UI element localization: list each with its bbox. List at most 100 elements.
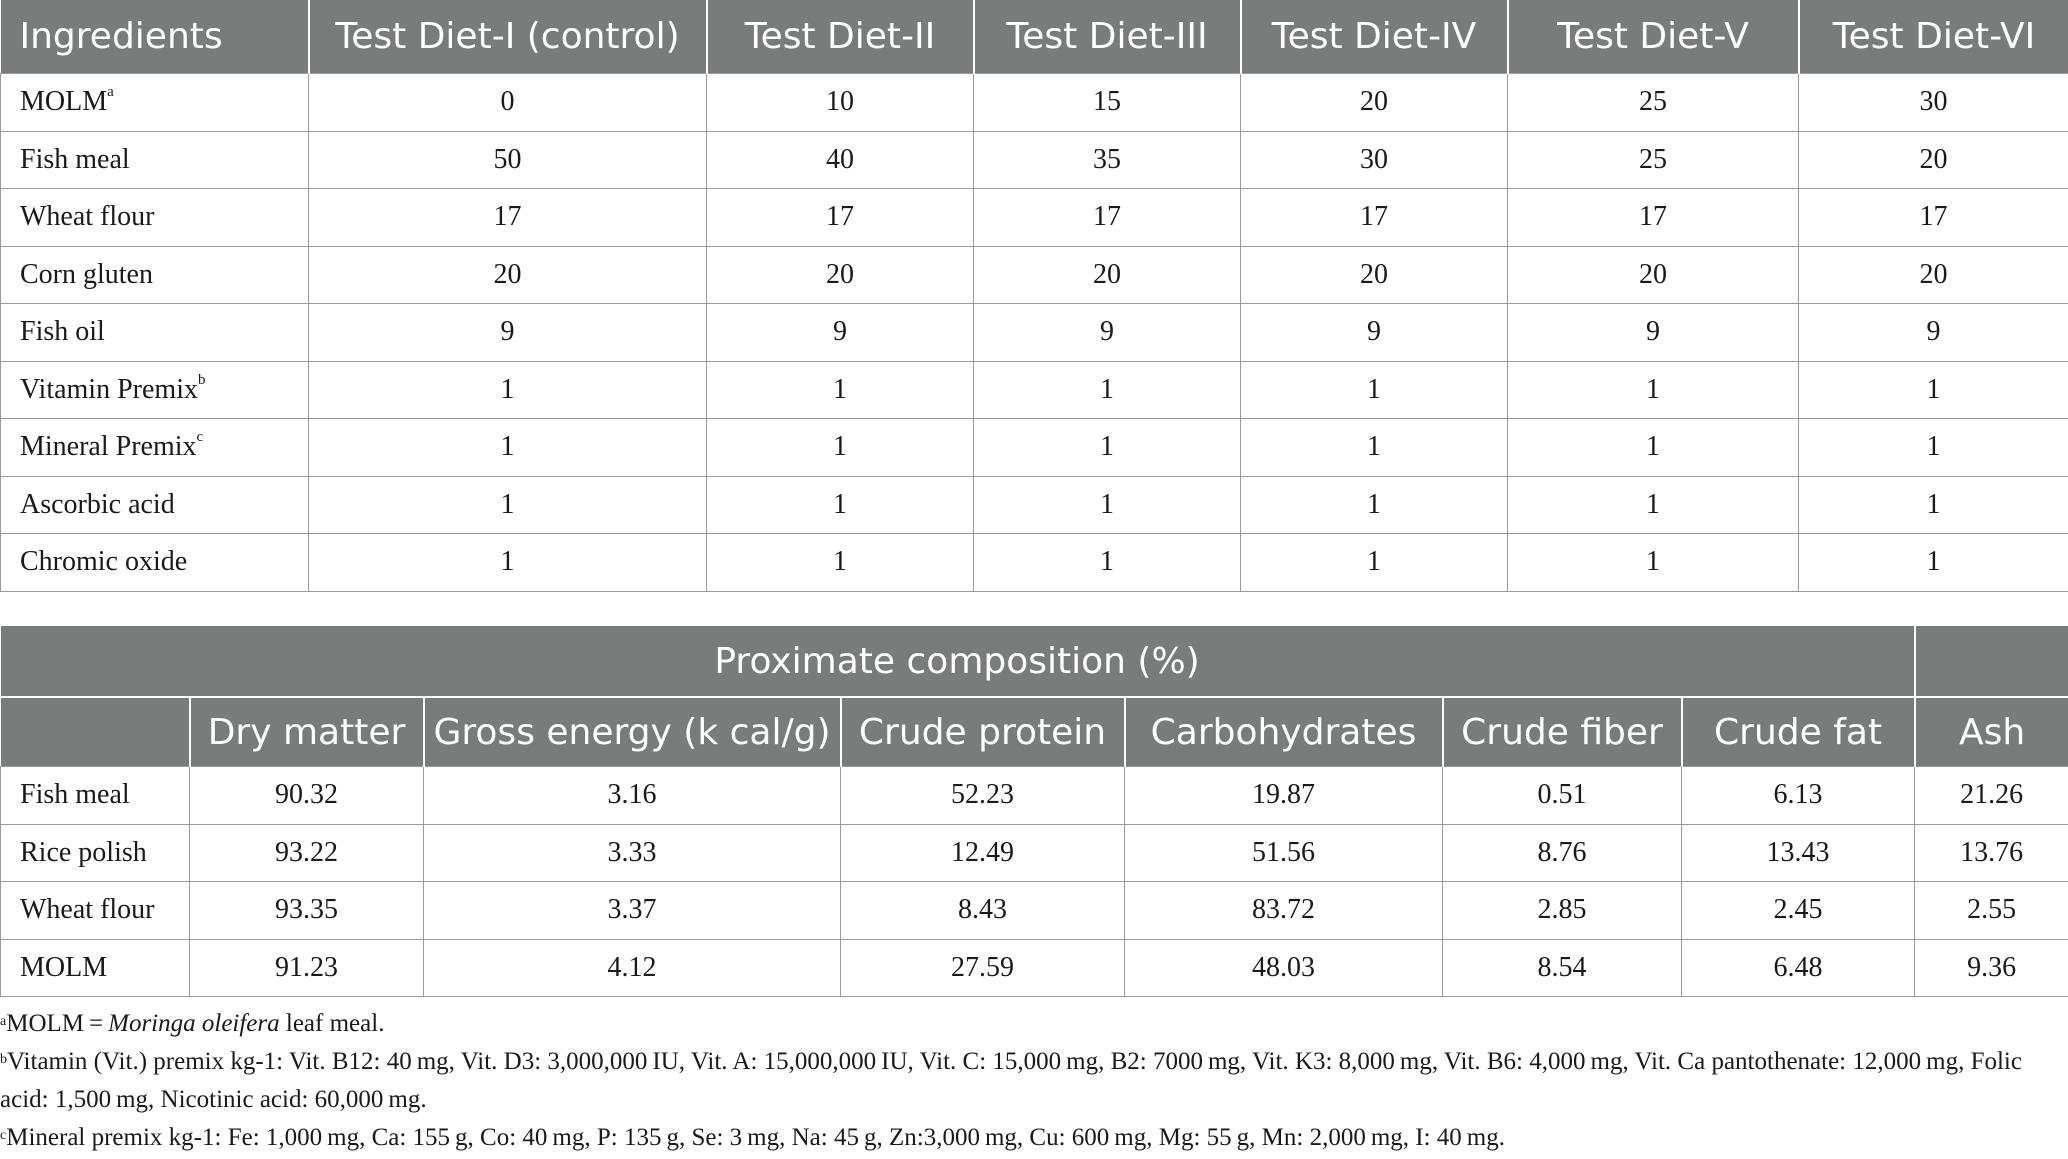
material-molm: MOLM	[0, 938, 190, 997]
table-cell: 1	[1240, 475, 1508, 534]
table-cell: 40	[706, 130, 974, 189]
table-cell: 91.23	[189, 938, 424, 997]
footnote-a-post: leaf meal.	[279, 1010, 385, 1037]
table-cell: 20	[1507, 245, 1799, 304]
header-ingredients: Ingredients	[0, 0, 309, 74]
table-cell: 1	[706, 360, 974, 419]
table-cell: 17	[973, 188, 1241, 247]
table-cell: 2.85	[1442, 881, 1682, 940]
table-cell: 50	[308, 130, 707, 189]
table-cell: 1	[1507, 360, 1799, 419]
table-cell: 8.54	[1442, 938, 1682, 997]
table-row: Fish meal 90.32 3.16 52.23 19.87 0.51 6.13 21.2…	[0, 766, 2068, 825]
table-cell: 20	[1240, 245, 1508, 304]
table-cell: 1	[973, 360, 1241, 419]
table-cell: 9	[706, 303, 974, 362]
table-cell: 17	[1798, 188, 2068, 247]
material-rice-polish: Rice polish	[0, 823, 190, 882]
table-cell: 1	[1507, 475, 1799, 534]
ingredient-fish-oil: Fish oil	[0, 303, 309, 362]
table-cell: 1	[1240, 418, 1508, 477]
table-cell: 93.35	[189, 881, 424, 940]
table-cell: 1	[1240, 360, 1508, 419]
table-row: Wheat flour 17 17 17 17 17 17	[0, 188, 2068, 247]
header-test-diet-2: Test Diet-II	[705, 0, 974, 74]
diet-table-header-row: Ingredients Test Diet-I (control) Test D…	[0, 0, 2068, 74]
table-cell: 3.33	[423, 823, 841, 882]
table-row: Mineral Premixc 1 1 1 1 1 1	[0, 418, 2068, 477]
footnote-c-mark: c	[0, 1128, 7, 1143]
table-cell: 3.16	[423, 766, 841, 825]
ingredient-name: Ascorbic acid	[20, 488, 175, 520]
table-cell: 2.45	[1680, 881, 1916, 940]
table-cell: 1	[706, 418, 974, 477]
header-test-diet-1: Test Diet-I (control)	[307, 0, 707, 74]
header-crude-fiber: Crude fiber	[1441, 697, 1682, 767]
ingredient-name: Fish oil	[20, 316, 105, 348]
table-cell: 1	[1798, 360, 2068, 419]
table-row: MOLMa 0 10 15 20 25 30	[0, 73, 2068, 132]
table-cell: 93.22	[189, 823, 424, 882]
ingredient-chromic-oxide: Chromic oxide	[0, 533, 309, 592]
table-cell: 20	[308, 245, 707, 304]
ingredient-fish-meal: Fish meal	[0, 130, 309, 189]
table-cell: 25	[1507, 130, 1799, 189]
ingredient-name: Wheat flour	[20, 201, 155, 233]
table-row: Rice polish 93.22 3.33 12.49 51.56 8.76 13.43 1…	[0, 823, 2068, 882]
table-cell: 1	[1798, 418, 2068, 477]
table-cell: 0	[308, 73, 707, 132]
table-cell: 10	[706, 73, 974, 132]
table-cell: 9	[1240, 303, 1508, 362]
header-empty	[0, 697, 190, 767]
table-row: Fish oil 9 9 9 9 9 9	[0, 303, 2068, 362]
table-row: Fish meal 50 40 35 30 25 20	[0, 130, 2068, 189]
footnote-b-text: Vitamin (Vit.) premix kg-1: Vit. B12: 40…	[0, 1048, 2022, 1113]
table-row: Chromic oxide 1 1 1 1 1 1	[0, 533, 2068, 592]
table-cell: 17	[308, 188, 707, 247]
table-cell: 20	[1240, 73, 1508, 132]
table-cell: 4.12	[423, 938, 841, 997]
table-cell: 1	[308, 475, 707, 534]
proximate-table-body: Fish meal 90.32 3.16 52.23 19.87 0.51 6.13 21.2…	[0, 766, 2068, 997]
table-cell: 1	[308, 360, 707, 419]
table-cell: 35	[973, 130, 1241, 189]
proximate-group-header: Proximate composition (%)	[0, 626, 1915, 698]
table-row: Ascorbic acid 1 1 1 1 1 1	[0, 475, 2068, 534]
footnote-a-pre: MOLM =	[6, 1010, 109, 1037]
table-cell: 30	[1798, 73, 2068, 132]
table-cell: 1	[973, 475, 1241, 534]
table-cell: 1	[1798, 533, 2068, 592]
table-cell: 8.76	[1442, 823, 1682, 882]
table-cell: 1	[706, 533, 974, 592]
table-cell: 12.49	[840, 823, 1125, 882]
table-cell: 9.36	[1914, 938, 2068, 997]
table-cell: 13.76	[1914, 823, 2068, 882]
header-dry-matter: Dry matter	[188, 697, 424, 767]
material-wheat-flour: Wheat flour	[0, 881, 190, 940]
footnotes: aMOLM = Moringa oleifera leaf meal. bVit…	[0, 1005, 2060, 1157]
ingredient-wheat-flour: Wheat flour	[0, 188, 309, 247]
footnote-b-mark: b	[0, 1052, 7, 1067]
header-crude-protein: Crude protein	[839, 697, 1125, 767]
table-cell: 25	[1507, 73, 1799, 132]
table-cell: 17	[706, 188, 974, 247]
header-gross-energy: Gross energy (k cal/g)	[422, 697, 841, 767]
table-cell: 19.87	[1124, 766, 1443, 825]
footnote-marker: a	[107, 84, 114, 101]
ingredient-vitamin-premix: Vitamin Premixb	[0, 360, 309, 419]
table-cell: 9	[1798, 303, 2068, 362]
table-cell: 1	[308, 418, 707, 477]
table-cell: 13.43	[1680, 823, 1916, 882]
table-cell: 17	[1240, 188, 1508, 247]
ingredient-name: Mineral Premix	[20, 431, 197, 463]
footnote-b: bVitamin (Vit.) premix kg-1: Vit. B12: 4…	[0, 1043, 2060, 1119]
footnote-marker: c	[196, 429, 204, 446]
ingredient-molm: MOLMa	[0, 73, 309, 132]
ingredient-corn-gluten: Corn gluten	[0, 245, 309, 304]
footnote-a-species: Moringa oleifera	[108, 1010, 280, 1037]
footnote-c: cMineral premix kg-1: Fe: 1,000 mg, Ca: …	[0, 1119, 2060, 1157]
footnote-marker: b	[197, 371, 206, 388]
table-cell: 1	[1507, 418, 1799, 477]
footnote-c-text: Mineral premix kg-1: Fe: 1,000 mg, Ca: 1…	[6, 1124, 1505, 1151]
header-test-diet-6: Test Diet-VI	[1797, 0, 2068, 74]
